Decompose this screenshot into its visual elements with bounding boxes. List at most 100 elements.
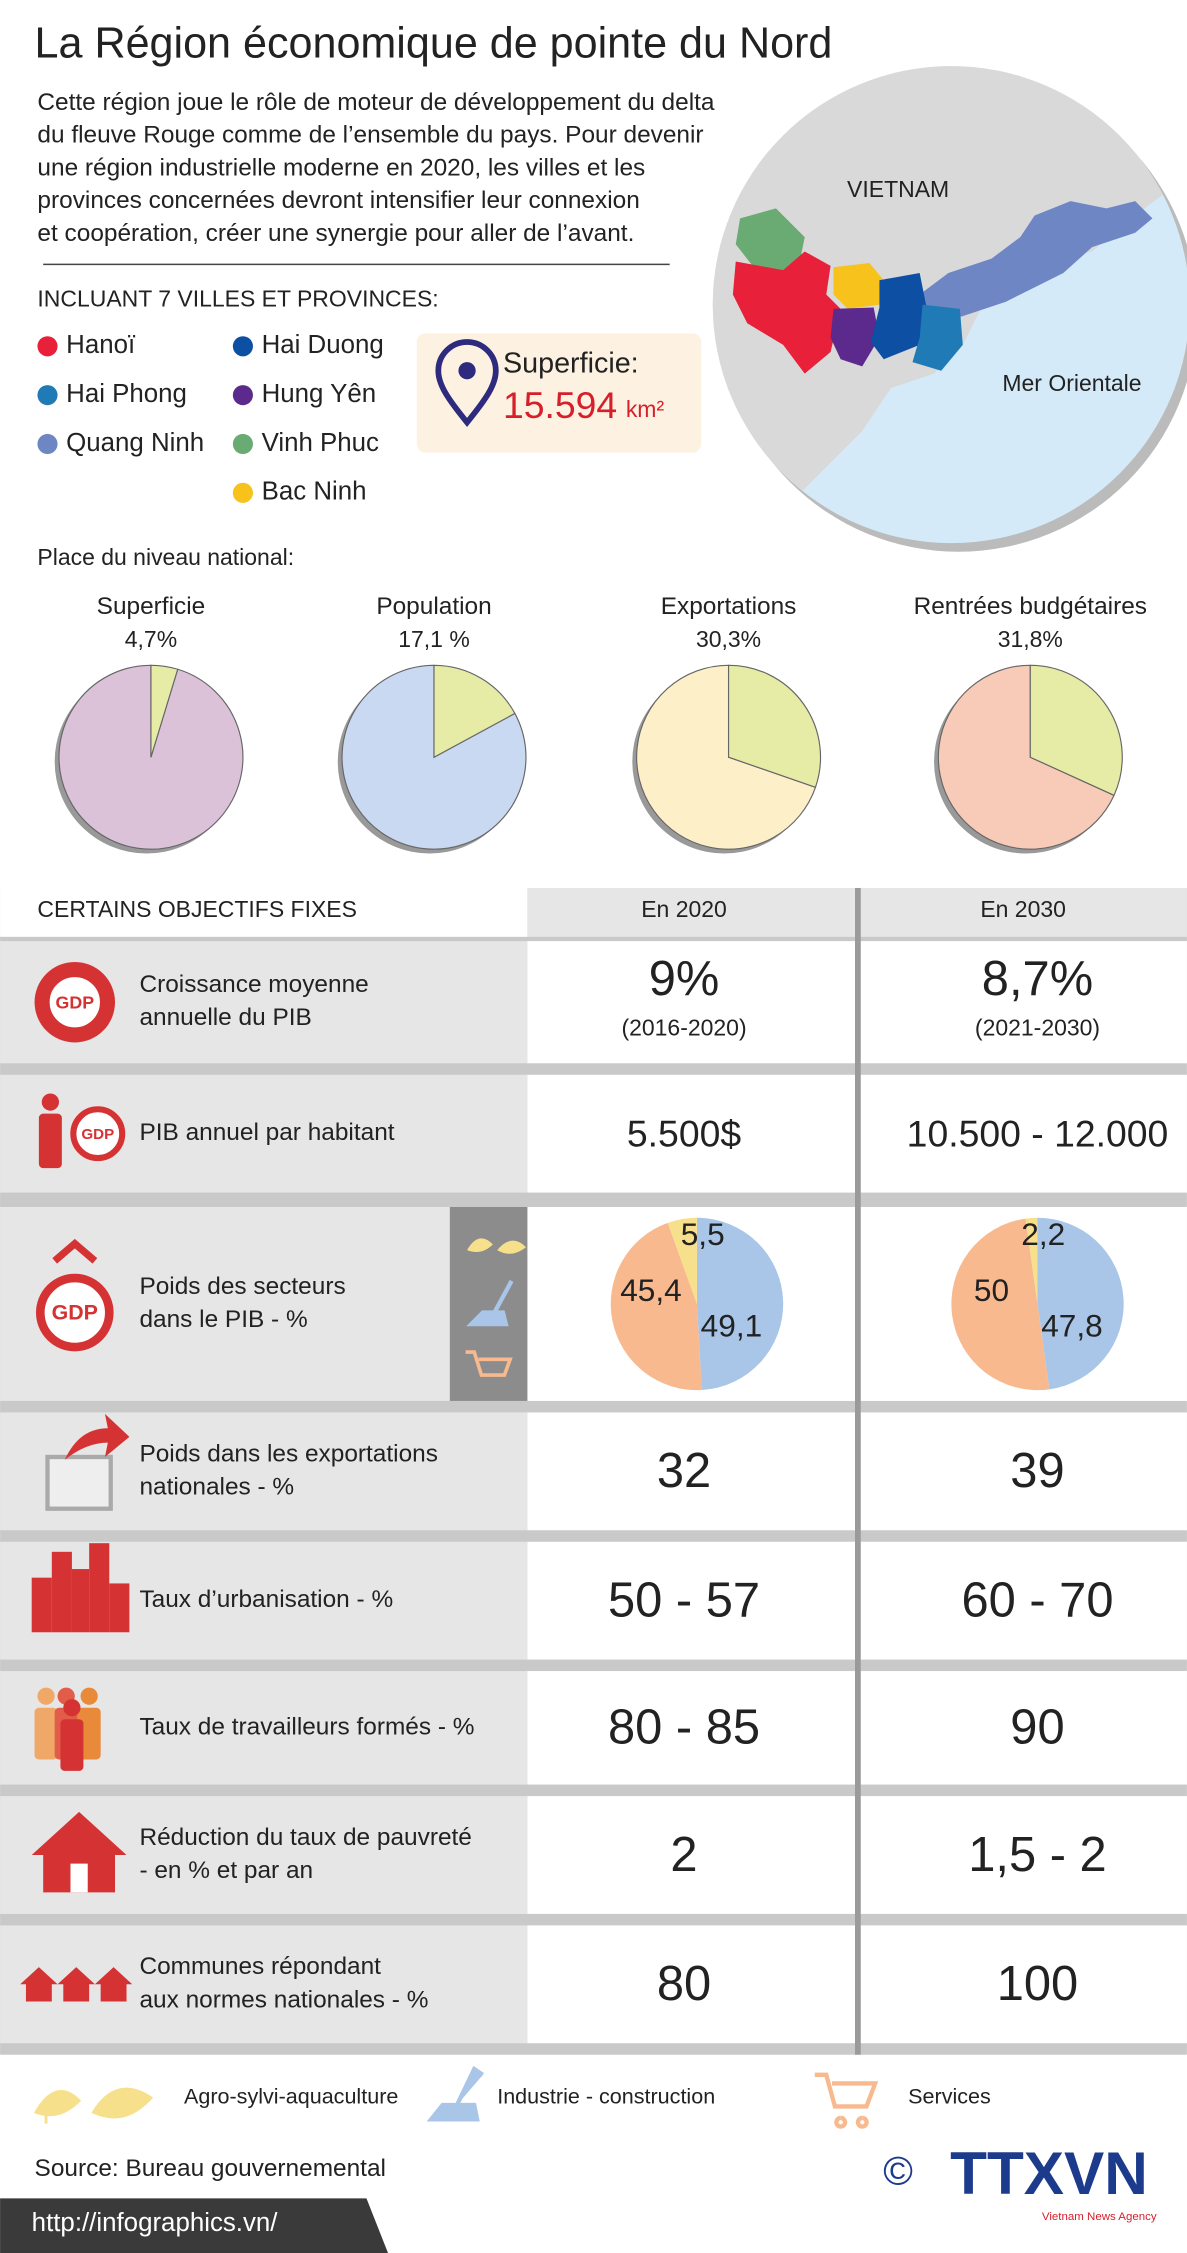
pie-value-label: 30,3%: [696, 626, 761, 652]
pie-slice: [727, 664, 822, 789]
province-name: Hai Phong: [66, 380, 187, 408]
province-name: Vinh Phuc: [262, 429, 379, 457]
province-dot: [232, 433, 253, 455]
row-note: (2021-2030): [975, 1015, 1100, 1041]
agri-mini: [467, 1238, 526, 1254]
sector-slice: [1025, 1217, 1038, 1304]
pie-slice: [150, 664, 179, 758]
row-label: Taux de travailleurs formés - %: [139, 1713, 474, 1740]
pie-slice: [1029, 664, 1123, 797]
row-value: 1,5 - 2: [968, 1828, 1106, 1882]
row-value: 2: [670, 1828, 697, 1882]
pin-dot: [458, 362, 476, 380]
hanoi: [732, 251, 841, 374]
province-dot: [232, 385, 253, 406]
row-value: 100: [997, 1957, 1079, 2011]
sector-slice: [610, 1222, 702, 1391]
pie-value-label: 17,1 %: [398, 626, 470, 652]
legend-icon: [426, 2065, 485, 2122]
row-label: PIB annuel par habitant: [139, 1119, 394, 1146]
sector-label: 49,1: [701, 1308, 763, 1344]
legend-label: Industrie - construction: [497, 2084, 715, 2109]
row-label: Taux d’urbanisation - %: [139, 1586, 393, 1613]
row-label: Croissance moyenne: [139, 971, 368, 998]
sector-slice: [951, 1218, 1050, 1391]
row-value: 80 - 85: [608, 1701, 760, 1755]
sector-slice: [667, 1217, 697, 1304]
cart-mini: [465, 1350, 513, 1377]
row-note: (2016-2020): [621, 1015, 746, 1041]
row-label: Réduction du taux de pauvreté: [139, 1824, 471, 1851]
area-box: [416, 333, 702, 453]
map-label: VIETNAM: [847, 176, 949, 202]
logo-sub: Vietnam News Agency: [1042, 2211, 1157, 2223]
share-heading: Place du niveau national:: [37, 544, 294, 570]
legend-icon: [814, 2072, 879, 2129]
row-value: 60 - 70: [961, 1573, 1113, 1627]
map: [712, 66, 1187, 544]
pie-rest: [636, 664, 817, 850]
building: [31, 1577, 52, 1633]
column-header: En 2030: [980, 896, 1066, 922]
person-head: [37, 1687, 55, 1705]
table-heading: CERTAINS OBJECTIFS FIXES: [37, 896, 357, 922]
sector-slice: [696, 1217, 784, 1391]
row-value: 5.500$: [627, 1112, 741, 1154]
sector-slice: [1037, 1217, 1124, 1390]
sector-strip: [449, 1206, 528, 1401]
sector-label: 2,2: [1021, 1216, 1065, 1252]
intro-line: une région industrielle moderne en 2020,…: [37, 154, 645, 181]
legend-label: Agro-sylvi-aquaculture: [184, 2084, 398, 2109]
province-name: Bac Ninh: [262, 478, 367, 506]
row-label: - en % et par an: [139, 1857, 313, 1884]
province-dot: [37, 336, 58, 357]
box: [45, 1454, 113, 1511]
row-value: 90: [1010, 1701, 1064, 1755]
province-dot: [232, 336, 253, 357]
intro-line: et coopération, créer une synergie pour …: [37, 220, 634, 247]
building: [51, 1551, 72, 1633]
gdp-icon: [35, 1273, 114, 1352]
person-body: [38, 1113, 62, 1169]
intro-line: provinces concernées devront intensifier…: [37, 187, 639, 214]
house: [31, 1811, 127, 1893]
gdp-icon: [42, 969, 108, 1035]
row-label: nationales - %: [139, 1473, 294, 1500]
row-value: 39: [1010, 1444, 1064, 1498]
row-label: aux normes nationales - %: [139, 1986, 428, 2013]
pie-slice: [433, 664, 516, 759]
province-dot: [37, 385, 58, 406]
gdp-icon-label: GDP: [52, 1301, 98, 1325]
hung-yen: [830, 307, 880, 367]
province-name: Hanoï: [66, 331, 136, 359]
row-value: 32: [657, 1444, 711, 1498]
table-head-left: [0, 887, 528, 937]
pie-value-label: 4,7%: [125, 626, 177, 652]
pie-rest: [937, 664, 1115, 850]
url: http://infographics.vn/: [32, 2209, 279, 2237]
province-dot: [232, 482, 253, 503]
door: [70, 1863, 88, 1893]
person-body: [34, 1707, 58, 1760]
area-unit: km²: [626, 396, 665, 422]
quang-ninh: [919, 201, 1153, 324]
arrow: [64, 1413, 130, 1460]
map-label: Mer Orientale: [1002, 370, 1141, 396]
row-value: 80: [657, 1957, 711, 2011]
row-value: 8,7%: [982, 952, 1093, 1006]
row-label: annuelle du PIB: [139, 1004, 311, 1031]
gdp-icon-label: GDP: [56, 992, 95, 1012]
area-value: 15.594: [503, 384, 617, 426]
row-label: Poids dans les exportations: [139, 1440, 437, 1467]
province-dot: [37, 433, 58, 455]
legend-label: Services: [908, 2084, 991, 2109]
pie-name: Population: [376, 593, 491, 620]
hai-duong: [870, 273, 927, 360]
bac-ninh: [833, 262, 884, 309]
pie-name: Rentrées budgétaires: [914, 593, 1147, 620]
gdp-icon-label: GDP: [81, 1126, 114, 1143]
gdp-icon: [70, 1106, 126, 1162]
intro-line: Cette région joue le rôle de moteur de d…: [37, 89, 714, 116]
source: Source: Bureau gouvernemental: [35, 2155, 386, 2182]
